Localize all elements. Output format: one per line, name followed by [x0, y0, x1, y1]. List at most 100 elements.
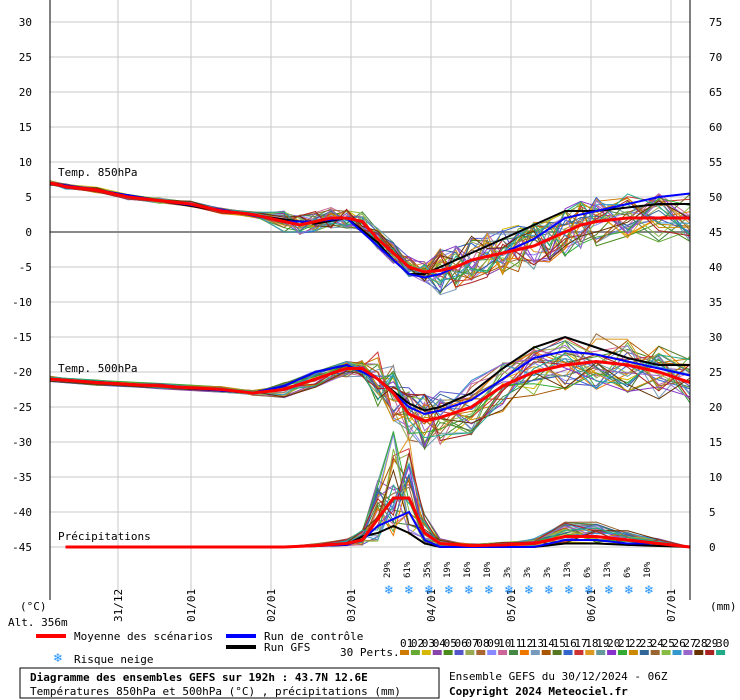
pert-swatch	[650, 650, 660, 655]
snow-risk-value: 19%	[443, 561, 453, 578]
pert-swatch	[410, 650, 420, 655]
chart-subtitle: Températures 850hPa et 500hPa (°C) , pré…	[30, 685, 401, 698]
pert-swatch	[400, 650, 409, 655]
mean-500-line	[49, 359, 691, 423]
right-tick-label: 70	[709, 51, 722, 64]
date-label: 03/01	[345, 589, 358, 622]
mean-850-line	[49, 181, 690, 274]
snowflake-icon: ❄	[644, 583, 654, 597]
legend-perts-label: 30 Perts.	[340, 646, 400, 659]
panel-label-precip: Précipitations	[58, 530, 151, 543]
left-tick-label: -45	[12, 541, 32, 554]
x-date-labels: 31/12 01/01 02/01 03/01 04/01 05/01 06/01 07/01	[112, 589, 678, 622]
date-label: 31/12	[112, 589, 125, 622]
pert-swatch	[672, 650, 682, 655]
pert-swatch	[530, 650, 540, 655]
left-tick-label: -20	[12, 366, 32, 379]
left-tick-label: 10	[19, 156, 32, 169]
snowflake-icon: ❄	[564, 583, 574, 597]
snow-risk-value: 13%	[563, 561, 573, 578]
snowflake-icon: ❄	[484, 583, 494, 597]
mean-precip-line	[65, 496, 691, 549]
pert-number: 13	[531, 637, 544, 650]
snowflake-icon: ❄	[424, 583, 434, 597]
pert-number: 14	[542, 637, 556, 650]
snow-risk-value: 10%	[643, 561, 653, 578]
left-tick-label: -40	[12, 506, 32, 519]
left-tick-labels: 30 25 20 15 10 5 0 -5 -10 -15 -20 -25 -30 -35 -40 -45	[12, 16, 32, 554]
right-tick-label: 15	[709, 436, 722, 449]
pert-swatch	[487, 650, 497, 655]
pert-swatch	[639, 650, 649, 655]
pert-500-line	[49, 355, 691, 444]
right-tick-label: 25	[709, 366, 722, 379]
left-tick-label: 20	[19, 86, 32, 99]
pert-number: 04	[433, 637, 447, 650]
snowflake-icon: ❄	[444, 583, 454, 597]
pert-swatch	[694, 650, 704, 655]
pert-swatch	[585, 650, 595, 655]
run-info: Ensemble GEFS du 30/12/2024 - 06Z	[449, 670, 668, 683]
pert-500-line	[49, 360, 691, 437]
pert-number: 24	[651, 637, 665, 650]
pert-number: 22	[629, 637, 642, 650]
pert-number: 26	[673, 637, 686, 650]
pert-number: 09	[487, 637, 500, 650]
control-500-line	[49, 349, 691, 416]
left-tick-label: 30	[19, 16, 32, 29]
pert-swatch	[465, 650, 475, 655]
pert-swatch	[552, 650, 562, 655]
right-tick-label: 5	[709, 506, 716, 519]
right-tick-label: 60	[709, 121, 722, 134]
snow-risk-value: 61%	[403, 561, 413, 578]
snow-risk-value: 6%	[583, 567, 593, 578]
snow-risk-value: 35%	[423, 561, 433, 578]
pert-number: 25	[662, 637, 675, 650]
pert-number: 11	[509, 637, 522, 650]
pert-swatch	[509, 650, 518, 655]
right-axis-unit: (mm)	[710, 600, 737, 613]
right-tick-label: 0	[709, 541, 716, 554]
pert-swatch	[683, 650, 693, 655]
snowflake-icon: ❄	[584, 583, 594, 597]
snowflake-icon: ❄	[53, 651, 63, 665]
pert-swatch	[454, 650, 464, 655]
left-tick-label: -35	[12, 471, 32, 484]
pert-swatch	[563, 650, 573, 655]
copyright: Copyright 2024 Meteociel.fr	[449, 685, 628, 698]
grid-lines	[50, 0, 690, 600]
pert-swatch	[432, 650, 442, 655]
snowflake-icon: ❄	[624, 583, 634, 597]
main-runs	[49, 181, 691, 549]
pert-850-line	[49, 180, 691, 276]
pert-number: 28	[694, 637, 707, 650]
panel-label-850: Temp. 850hPa	[58, 166, 137, 179]
date-label: 02/01	[265, 589, 278, 622]
left-tick-label: -15	[12, 331, 32, 344]
snowflake-icon: ❄	[544, 583, 554, 597]
snow-risk-value: 13%	[603, 561, 613, 578]
right-tick-label: 10	[709, 471, 722, 484]
snow-risk-value: 3%	[543, 567, 553, 578]
pert-swatch	[596, 650, 606, 655]
pert-number: 19	[596, 637, 609, 650]
legend-mean-label: Moyenne des scénarios	[74, 630, 213, 643]
pert-number: 10	[498, 637, 511, 650]
pert-number: 30	[716, 637, 729, 650]
axes	[49, 0, 691, 600]
date-label: 04/01	[425, 589, 438, 622]
pert-swatch	[716, 650, 726, 655]
pert-swatch	[519, 650, 529, 655]
pert-swatch	[443, 650, 453, 655]
pert-number: 08	[476, 637, 489, 650]
pert-swatch	[498, 650, 508, 655]
altitude-label: Alt. 356m	[8, 616, 68, 629]
snowflake-icon: ❄	[504, 583, 514, 597]
right-tick-label: 20	[709, 401, 722, 414]
left-tick-label: 15	[19, 121, 32, 134]
pert-number: 07	[465, 637, 478, 650]
left-tick-label: -25	[12, 401, 32, 414]
legend-snow-label: Risque neige	[74, 653, 153, 666]
pert-number: 17	[574, 637, 587, 650]
left-axis-unit: (°C)	[20, 600, 47, 613]
